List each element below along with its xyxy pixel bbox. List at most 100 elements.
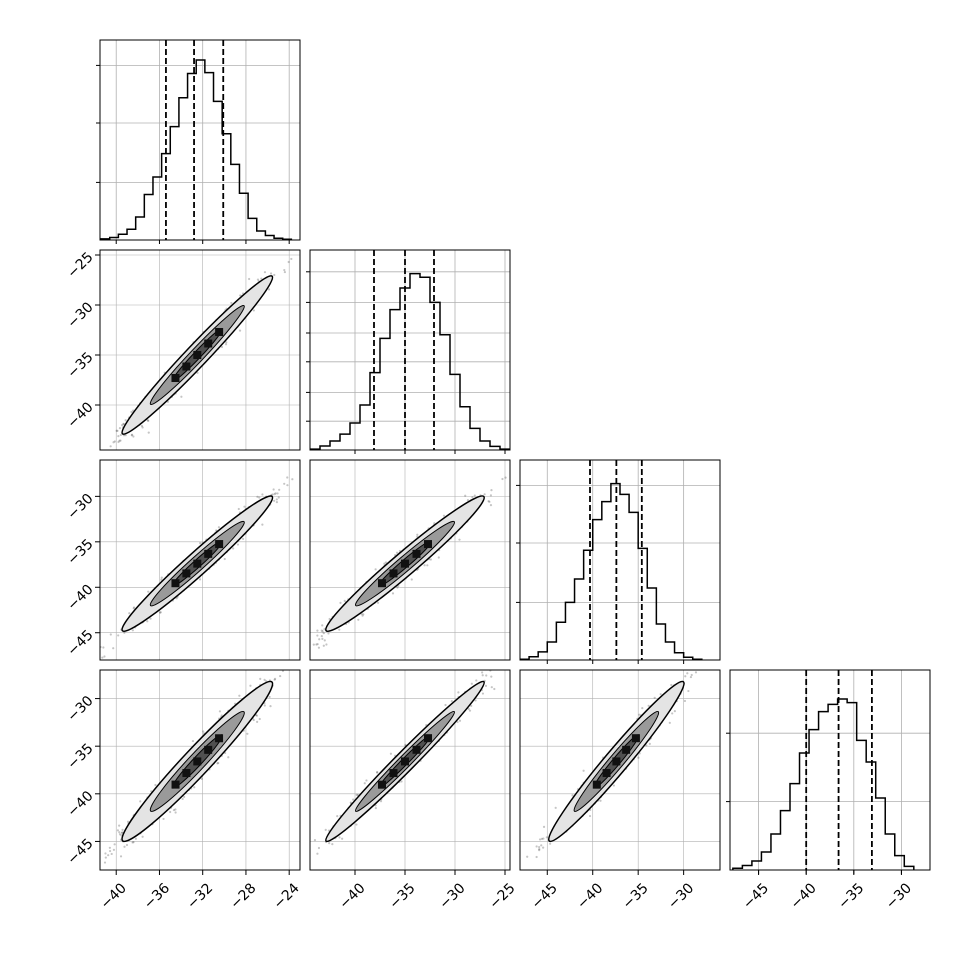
scatter-point bbox=[261, 493, 263, 495]
scatter-point bbox=[318, 647, 320, 649]
scatter-point bbox=[490, 494, 492, 496]
scatter-point bbox=[249, 685, 251, 687]
pair-panel-2-0 bbox=[96, 449, 312, 660]
pair-inner bbox=[285, 460, 514, 673]
scatter-point bbox=[123, 632, 125, 634]
hist-inner-2 bbox=[520, 460, 720, 660]
scatter-point bbox=[105, 856, 107, 858]
scatter-point bbox=[302, 645, 304, 647]
scatter-point bbox=[306, 636, 308, 638]
scatter-point bbox=[110, 445, 112, 447]
density-cell bbox=[193, 560, 201, 568]
hist-frame-0 bbox=[100, 40, 300, 240]
hist-inner-0 bbox=[100, 40, 300, 240]
scatter-point bbox=[149, 618, 151, 620]
scatter-point bbox=[474, 494, 476, 496]
scatter-point bbox=[104, 861, 106, 863]
scatter-point bbox=[192, 740, 194, 742]
scatter-point bbox=[276, 492, 278, 494]
scatter-point bbox=[273, 274, 275, 276]
scatter-point bbox=[135, 838, 137, 840]
density-cell bbox=[412, 550, 420, 558]
scatter-point bbox=[286, 484, 288, 486]
scatter-point bbox=[269, 705, 271, 707]
scatter-point bbox=[276, 498, 278, 500]
density-cell bbox=[204, 340, 212, 348]
scatter-point bbox=[321, 624, 323, 626]
scatter-point bbox=[232, 547, 234, 549]
scatter-point bbox=[426, 564, 428, 566]
scatter-point bbox=[278, 489, 280, 491]
scatter-point bbox=[142, 426, 144, 428]
scatter-point bbox=[375, 568, 377, 570]
scatter-point bbox=[273, 488, 275, 490]
scatter-point bbox=[104, 852, 106, 854]
scatter-point bbox=[423, 564, 425, 566]
scatter-point bbox=[338, 629, 340, 631]
scatter-point bbox=[256, 496, 258, 498]
scatter-point bbox=[396, 552, 398, 554]
pair-inner bbox=[70, 247, 300, 483]
scatter-point bbox=[142, 836, 144, 838]
scatter-point bbox=[102, 646, 104, 648]
scatter-point bbox=[103, 655, 105, 657]
density-cell bbox=[204, 550, 212, 558]
scatter-point bbox=[291, 478, 293, 480]
density-cell bbox=[182, 569, 190, 577]
scatter-point bbox=[286, 476, 288, 478]
density-cell bbox=[378, 579, 386, 587]
scatter-point bbox=[132, 435, 134, 437]
scatter-point bbox=[271, 493, 273, 495]
scatter-point bbox=[199, 542, 201, 544]
scatter-point bbox=[119, 440, 121, 442]
scatter-point bbox=[416, 534, 418, 536]
scatter-point bbox=[219, 710, 221, 712]
scatter-point bbox=[114, 843, 116, 845]
scatter-point bbox=[101, 656, 103, 658]
scatter-point bbox=[230, 302, 232, 304]
density-cell bbox=[424, 540, 432, 548]
scatter-point bbox=[313, 644, 315, 646]
histogram-0 bbox=[101, 60, 291, 240]
scatter-point bbox=[501, 478, 503, 480]
scatter-point bbox=[377, 602, 379, 604]
scatter-point bbox=[256, 721, 258, 723]
scatter-point bbox=[146, 620, 148, 622]
scatter-point bbox=[242, 538, 244, 540]
scatter-point bbox=[119, 427, 121, 429]
scatter-point bbox=[113, 849, 115, 851]
scatter-point bbox=[132, 629, 134, 631]
scatter-point bbox=[98, 453, 100, 455]
scatter-point bbox=[323, 645, 325, 647]
scatter-point bbox=[285, 671, 287, 673]
scatter-point bbox=[193, 786, 195, 788]
scatter-point bbox=[238, 508, 240, 510]
density-cell bbox=[390, 569, 398, 577]
scatter-point bbox=[273, 493, 275, 495]
histogram-3 bbox=[733, 699, 914, 870]
scatter-point bbox=[123, 846, 125, 848]
scatter-point bbox=[116, 430, 118, 432]
scatter-point bbox=[324, 639, 326, 641]
scatter-point bbox=[148, 432, 150, 434]
scatter-point bbox=[443, 515, 445, 517]
scatter-point bbox=[344, 600, 346, 602]
scatter-point bbox=[96, 648, 98, 650]
scatter-point bbox=[438, 556, 440, 558]
scatter-point bbox=[484, 493, 486, 495]
density-cell bbox=[182, 362, 190, 370]
scatter-point bbox=[139, 800, 141, 802]
scatter-point bbox=[239, 330, 241, 332]
scatter-point bbox=[159, 612, 161, 614]
scatter-point bbox=[411, 578, 413, 580]
scatter-point bbox=[283, 269, 285, 271]
scatter-point bbox=[125, 419, 127, 421]
scatter-point bbox=[259, 718, 261, 720]
scatter-point bbox=[284, 271, 286, 273]
scatter-point bbox=[512, 471, 514, 473]
scatter-point bbox=[169, 811, 171, 813]
scatter-point bbox=[147, 419, 149, 421]
scatter-point bbox=[112, 441, 114, 443]
